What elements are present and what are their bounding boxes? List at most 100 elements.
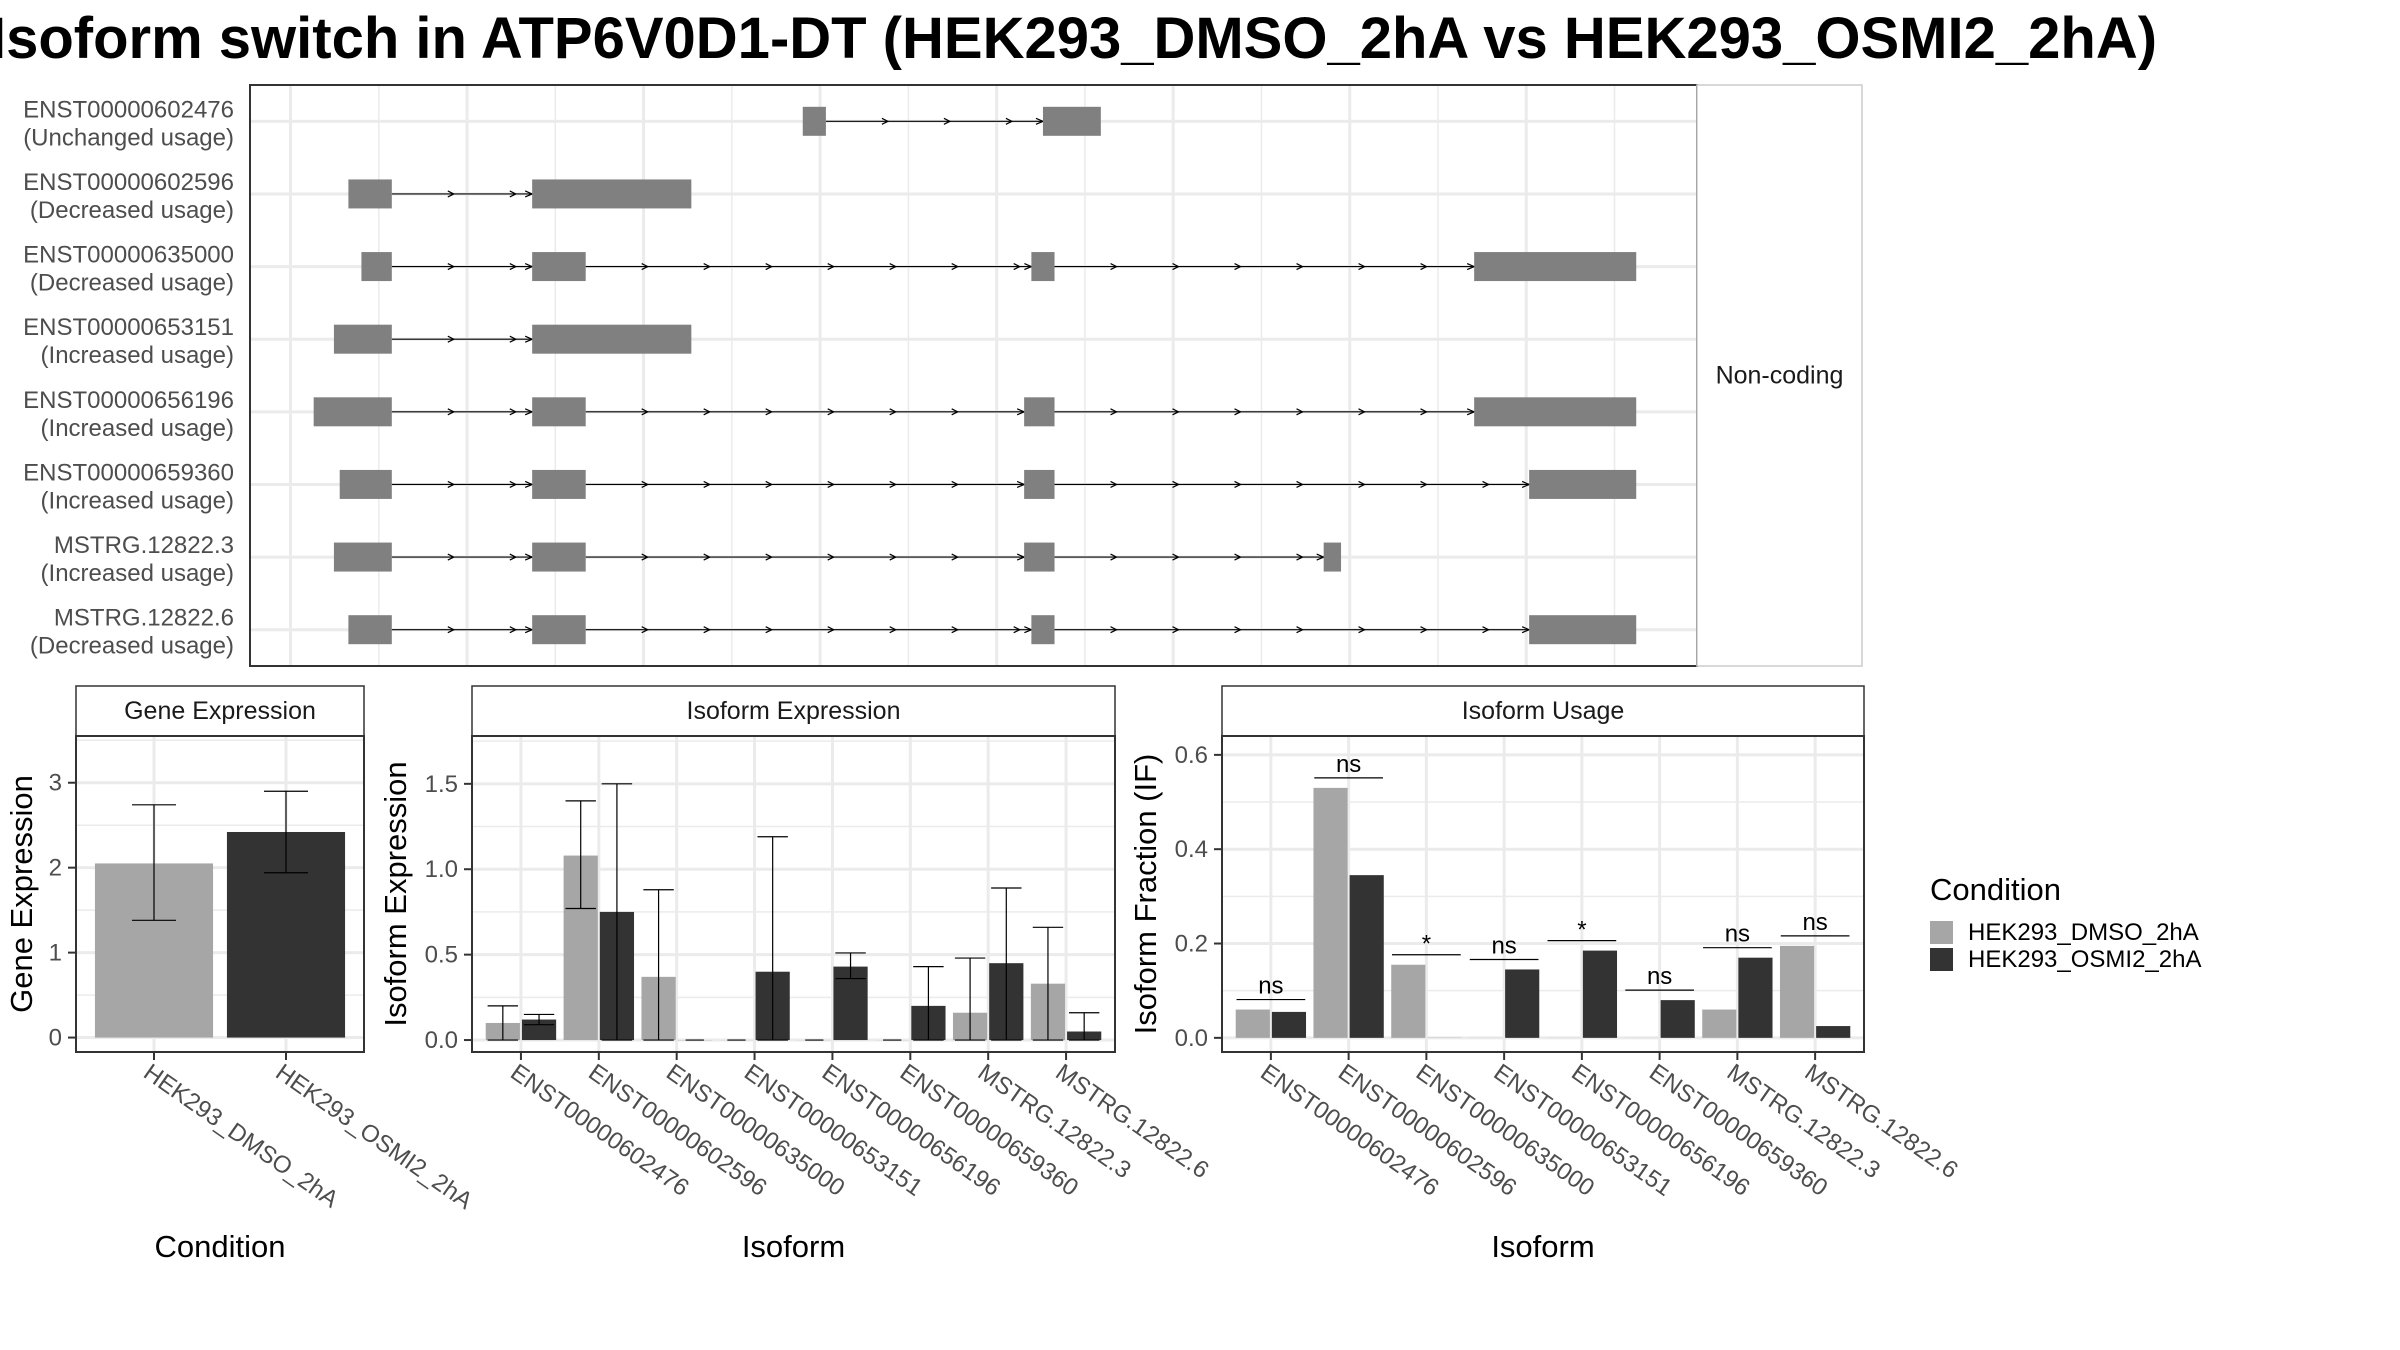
exon-block [1024,469,1055,499]
intron-direction-arrow [1110,553,1118,561]
intron-direction-arrow [889,480,898,488]
intron-direction-arrow [1234,408,1242,416]
significance-label: * [1577,917,1586,944]
x-axis-title: Isoform [1491,1229,1594,1264]
transcript-id-label: ENST00000656196 [23,387,234,414]
intron-direction-arrow [1358,263,1366,271]
exon-block [1474,252,1637,282]
intron-direction-arrow [765,408,774,416]
y-tick-label: 1 [49,940,62,967]
y-tick-label: 0.2 [1175,931,1208,958]
intron-direction-arrow [1234,263,1242,271]
exon-block [532,615,586,645]
exon-block [532,252,586,282]
intron-direction-arrow [889,553,898,561]
intron-direction-arrow [703,480,712,488]
exon-block [532,397,586,427]
y-tick-label: 1.0 [425,856,458,883]
intron-direction-arrow [1172,263,1180,271]
structure-plot-area [250,85,1697,666]
y-tick-label: 0.4 [1175,836,1208,863]
intron-direction-arrow [951,553,960,561]
intron-direction-arrow [703,408,712,416]
exon-block [339,469,392,499]
intron-direction-arrow [447,408,456,416]
y-axis-title: Gene Expression [4,775,39,1013]
y-tick-label: 2 [49,855,62,882]
y-tick-label: 0.0 [1175,1025,1208,1052]
legend-item-label: HEK293_OSMI2_2hA [1968,946,2201,973]
exon-block [348,615,392,645]
y-tick-label: 0 [49,1025,62,1052]
structure-facet-strip [1696,84,1863,667]
intron-direction-arrow [1358,408,1366,416]
intron-direction-arrow [509,263,518,271]
intron-direction-arrow [889,263,898,271]
transcript-id-label: ENST00000653151 [23,314,234,341]
intron-direction-arrow [1110,480,1118,488]
intron-direction-arrow [1420,480,1428,488]
intron-direction-arrow [827,480,836,488]
intron-direction-arrow [1172,553,1180,561]
intron-direction-arrow [827,408,836,416]
intron-direction-arrow [1358,480,1366,488]
intron-direction-arrow [1005,117,1014,125]
intron-direction-arrow [1296,263,1304,271]
panel-border [75,735,365,1053]
intron-direction-arrow [889,626,898,634]
transcript-usage-label: (Decreased usage) [30,633,234,660]
intron-direction-arrow [951,626,960,634]
y-tick-label: 0.0 [425,1027,458,1054]
panel-title: Isoform Usage [1462,697,1625,725]
exon-block [1042,106,1101,136]
intron-direction-arrow [1110,626,1118,634]
intron-direction-arrow [943,117,952,125]
y-axis-title: Isoform Expression [378,761,413,1026]
exon-block [333,542,392,572]
intron-direction-arrow [881,117,890,125]
exon-block [1529,615,1637,645]
transcript-id-label: MSTRG.12822.6 [54,605,234,632]
intron-direction-arrow [1420,408,1428,416]
transcript-structure-panel: ENST00000602476(Unchanged usage) ENST0000… [23,84,1863,667]
intron-direction-arrow [1234,480,1242,488]
y-tick-label: 0.5 [425,942,458,969]
panel-title-strip [471,685,1116,737]
figure-title: Isoform switch in ATP6V0D1-DT (HEK293_DM… [0,6,2157,71]
panel-title: Gene Expression [124,697,316,725]
intron-direction-arrow [447,480,456,488]
transcript-usage-label: (Increased usage) [41,342,234,369]
intron-direction-arrow [641,553,650,561]
significance-label: ns [1725,921,1750,948]
transcript-usage-label: (Increased usage) [41,487,234,514]
panel-title: Isoform Expression [687,697,901,725]
significance-label: ns [1647,963,1672,990]
intron-direction-arrow [1172,626,1180,634]
intron-direction-arrow [703,553,712,561]
intron-direction-arrow [1234,553,1242,561]
intron-direction-arrow [641,480,650,488]
transcript-id-label: ENST00000635000 [23,242,234,269]
intron-direction-arrow [1013,263,1022,271]
intron-direction-arrow [509,190,518,198]
intron-direction-arrow [1110,408,1118,416]
intron-direction-arrow [1172,408,1180,416]
panel-title-strip [75,685,365,737]
intron-direction-arrow [1013,626,1022,634]
exon-block [348,179,392,209]
exon-block [313,397,392,427]
significance-label: ns [1336,751,1361,778]
transcript-usage-label: (Decreased usage) [30,270,234,297]
intron-direction-arrow [1296,480,1304,488]
bar [1235,1009,1270,1038]
intron-direction-arrow [703,263,712,271]
isoform-usage-panel: Isoform Usage0.00.20.40.6nsENST000006024… [1128,685,1963,1264]
bar [1313,787,1348,1038]
y-axis-title: Isoform Fraction (IF) [1128,754,1163,1035]
x-axis-title: Isoform [742,1229,845,1264]
significance-label: * [1422,931,1431,958]
intron-direction-arrow [641,626,650,634]
exon-block [1024,542,1055,572]
